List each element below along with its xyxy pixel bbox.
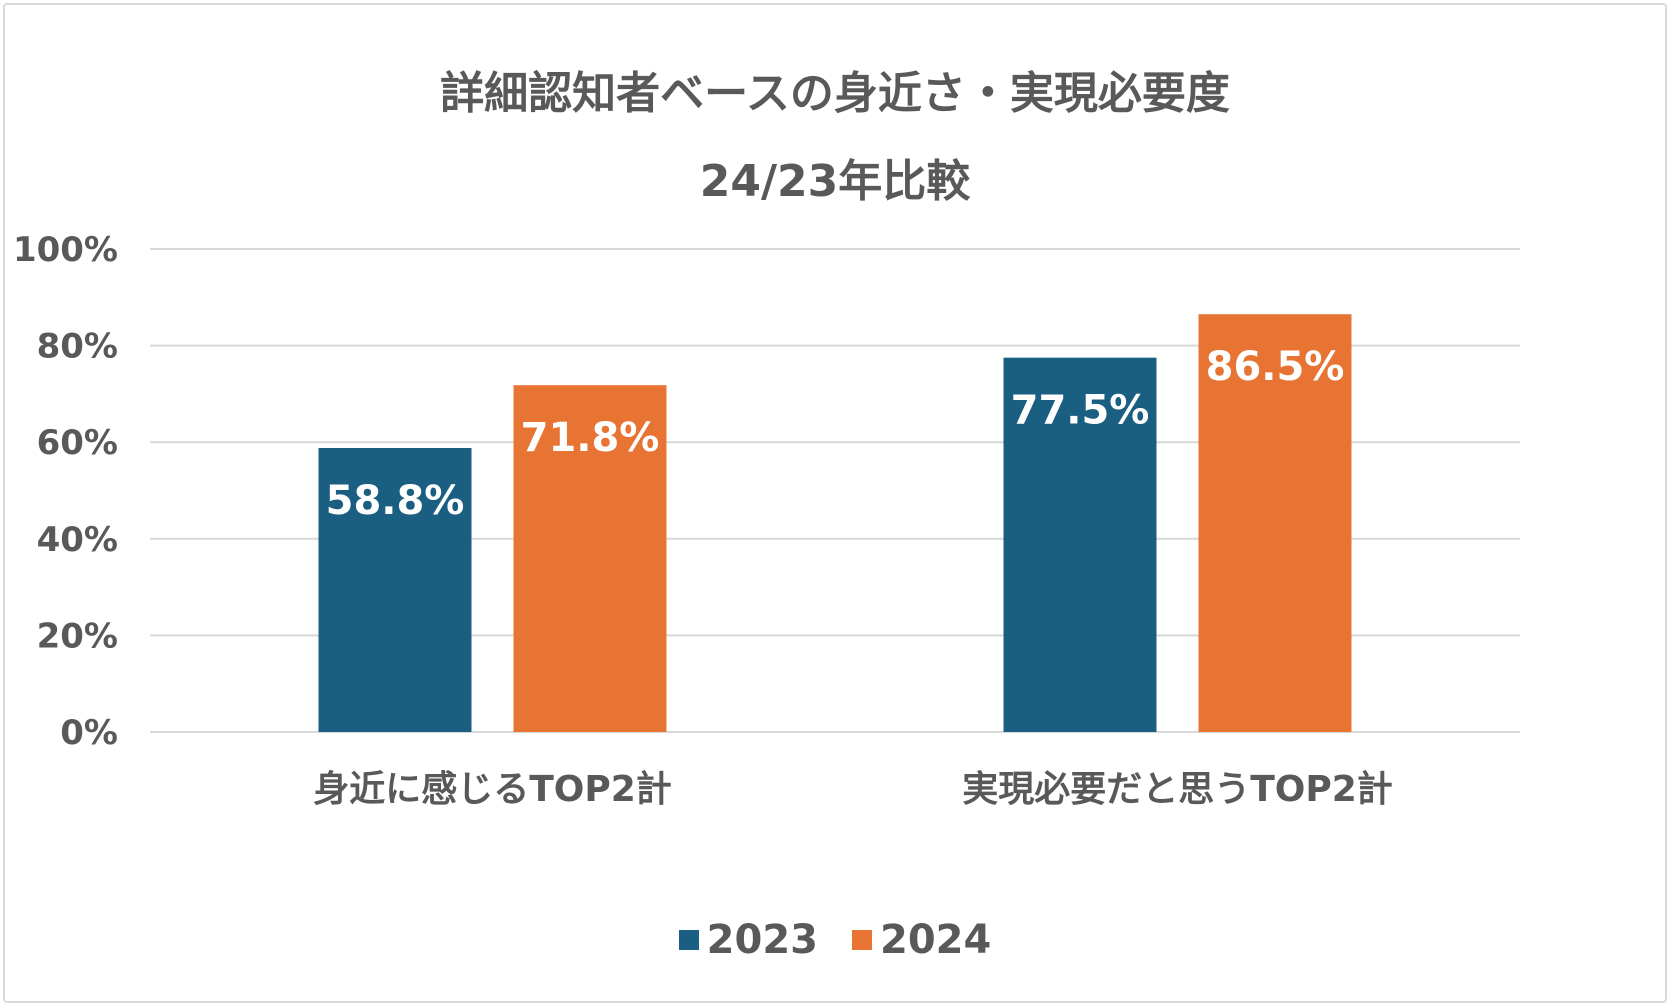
category-label-0: 身近に感じるTOP2計 [313, 769, 672, 810]
legend-swatch-2024 [852, 930, 872, 950]
legend-item-2023[interactable]: 2023 [678, 917, 818, 963]
y-axis-ticks: 0% 20% 40% 60% 80% 100% [13, 230, 118, 753]
bar-2023-1 [1003, 357, 1157, 732]
data-label-2024-1: 86.5% [1206, 344, 1345, 390]
y-tick-label-40: 40% [37, 520, 118, 560]
data-label-2023-1: 77.5% [1011, 388, 1150, 434]
bar-2023-0 [318, 447, 472, 732]
legend-label-2024: 2024 [880, 917, 992, 963]
y-tick-label-60: 60% [37, 423, 118, 463]
y-tick-label-20: 20% [37, 616, 118, 656]
category-label-1: 実現必要だと思うTOP2計 [962, 769, 1393, 810]
y-tick-label-100: 100% [13, 230, 118, 270]
legend: 2023 2024 [5, 917, 1665, 963]
bar-chart-plot: 0%20%40%60%80%100% 58.8%71.8%77.5%86.5% … [13, 230, 1520, 810]
bars: 58.8% 71.8% 77.5% 86.5% [318, 314, 1352, 732]
data-label-2023-0: 58.8% [326, 478, 465, 524]
chart-subtitle: 24/23年比較 [699, 156, 971, 207]
chart-frame: 詳細認知者ベースの身近さ・実現必要度 24/23年比較 0% 20% 40% 60% 8… [3, 3, 1667, 1003]
legend-swatch-2023 [678, 930, 699, 950]
data-label-2024-0: 71.8% [521, 415, 660, 461]
legend-label-2023: 2023 [706, 917, 818, 963]
bar-2024-1 [1198, 314, 1352, 732]
legend-item-2024[interactable]: 2024 [852, 917, 991, 963]
y-tick-label-0: 0% [60, 713, 118, 753]
x-axis-categories: 身近に感じるTOP2計 実現必要だと思うTOP2計 [313, 769, 1393, 810]
y-tick-label-80: 80% [37, 327, 118, 367]
bar-2024-0 [513, 385, 667, 732]
chart-title: 詳細認知者ベースの身近さ・実現必要度 [440, 68, 1230, 119]
